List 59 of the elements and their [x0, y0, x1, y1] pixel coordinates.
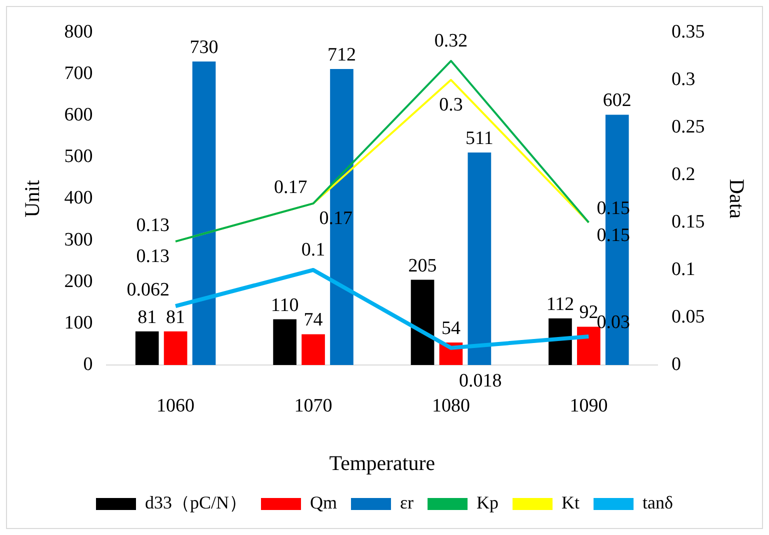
legend-label: Kt — [562, 492, 580, 513]
y-tick-label: 100 — [64, 312, 93, 334]
data-label: 0.13 — [136, 214, 170, 236]
data-label: 112 — [546, 294, 574, 315]
y2-axis-title: Data — [724, 178, 749, 220]
bar — [548, 318, 572, 365]
y2-tick-label: 0.3 — [672, 68, 696, 90]
y-tick-label: 800 — [64, 21, 93, 42]
y-tick-label: 300 — [64, 229, 93, 250]
data-label: 205 — [408, 255, 437, 276]
bar — [273, 319, 296, 365]
y-tick-label: 400 — [64, 188, 93, 209]
data-label: 74 — [304, 310, 324, 331]
bar — [468, 152, 492, 365]
y2-tick-label: 0.25 — [672, 116, 705, 138]
data-label: 0.32 — [434, 30, 468, 52]
x-tick-label: 1060 — [156, 395, 195, 416]
bar — [410, 280, 434, 365]
data-label: 81 — [138, 306, 157, 328]
y-tick-label: 600 — [64, 104, 93, 126]
bar — [577, 326, 600, 365]
y-tick-label: 200 — [64, 270, 93, 292]
data-label: 54 — [441, 318, 461, 340]
data-label: 511 — [466, 128, 494, 150]
data-label: 110 — [270, 294, 299, 316]
y2-tick-label: 0.15 — [672, 211, 705, 232]
bar — [164, 331, 188, 365]
legend-label: d33（pC/N） — [144, 492, 247, 513]
data-label: 0.062 — [126, 280, 170, 301]
data-label: 0.018 — [458, 370, 502, 392]
data-label: 0.1 — [301, 239, 326, 260]
x-axis-title: Temperature — [329, 450, 436, 475]
data-label: 81 — [166, 306, 186, 328]
bar — [135, 331, 159, 365]
data-label: 730 — [190, 36, 218, 58]
legend-label: Qm — [310, 492, 337, 513]
y2-tick-label: 0.35 — [672, 21, 705, 42]
data-label: 92 — [579, 302, 598, 324]
x-tick-label: 1080 — [432, 395, 470, 416]
bar — [192, 62, 216, 365]
data-label: 0.17 — [274, 176, 308, 198]
data-label: 602 — [602, 90, 632, 112]
y-tick-label: 500 — [64, 146, 93, 168]
legend-label: tanδ — [642, 492, 674, 513]
legend-label: Kp — [476, 492, 499, 513]
y2-tick-label: 0.2 — [672, 164, 696, 185]
bar — [302, 334, 325, 365]
y2-tick-label: 0.05 — [672, 306, 705, 328]
data-label: 712 — [327, 44, 356, 66]
data-label: 0.3 — [439, 94, 463, 116]
data-label: 0.13 — [136, 246, 170, 267]
y-tick-label: 0 — [83, 354, 93, 375]
legend-label: εr — [400, 492, 414, 513]
y-tick-label: 700 — [64, 62, 93, 84]
y2-tick-label: 0.1 — [672, 258, 696, 280]
x-tick-label: 1090 — [570, 395, 608, 416]
y2-tick-label: 0 — [672, 354, 682, 375]
x-tick-label: 1070 — [294, 395, 332, 416]
y-axis-title: Unit — [20, 180, 44, 218]
